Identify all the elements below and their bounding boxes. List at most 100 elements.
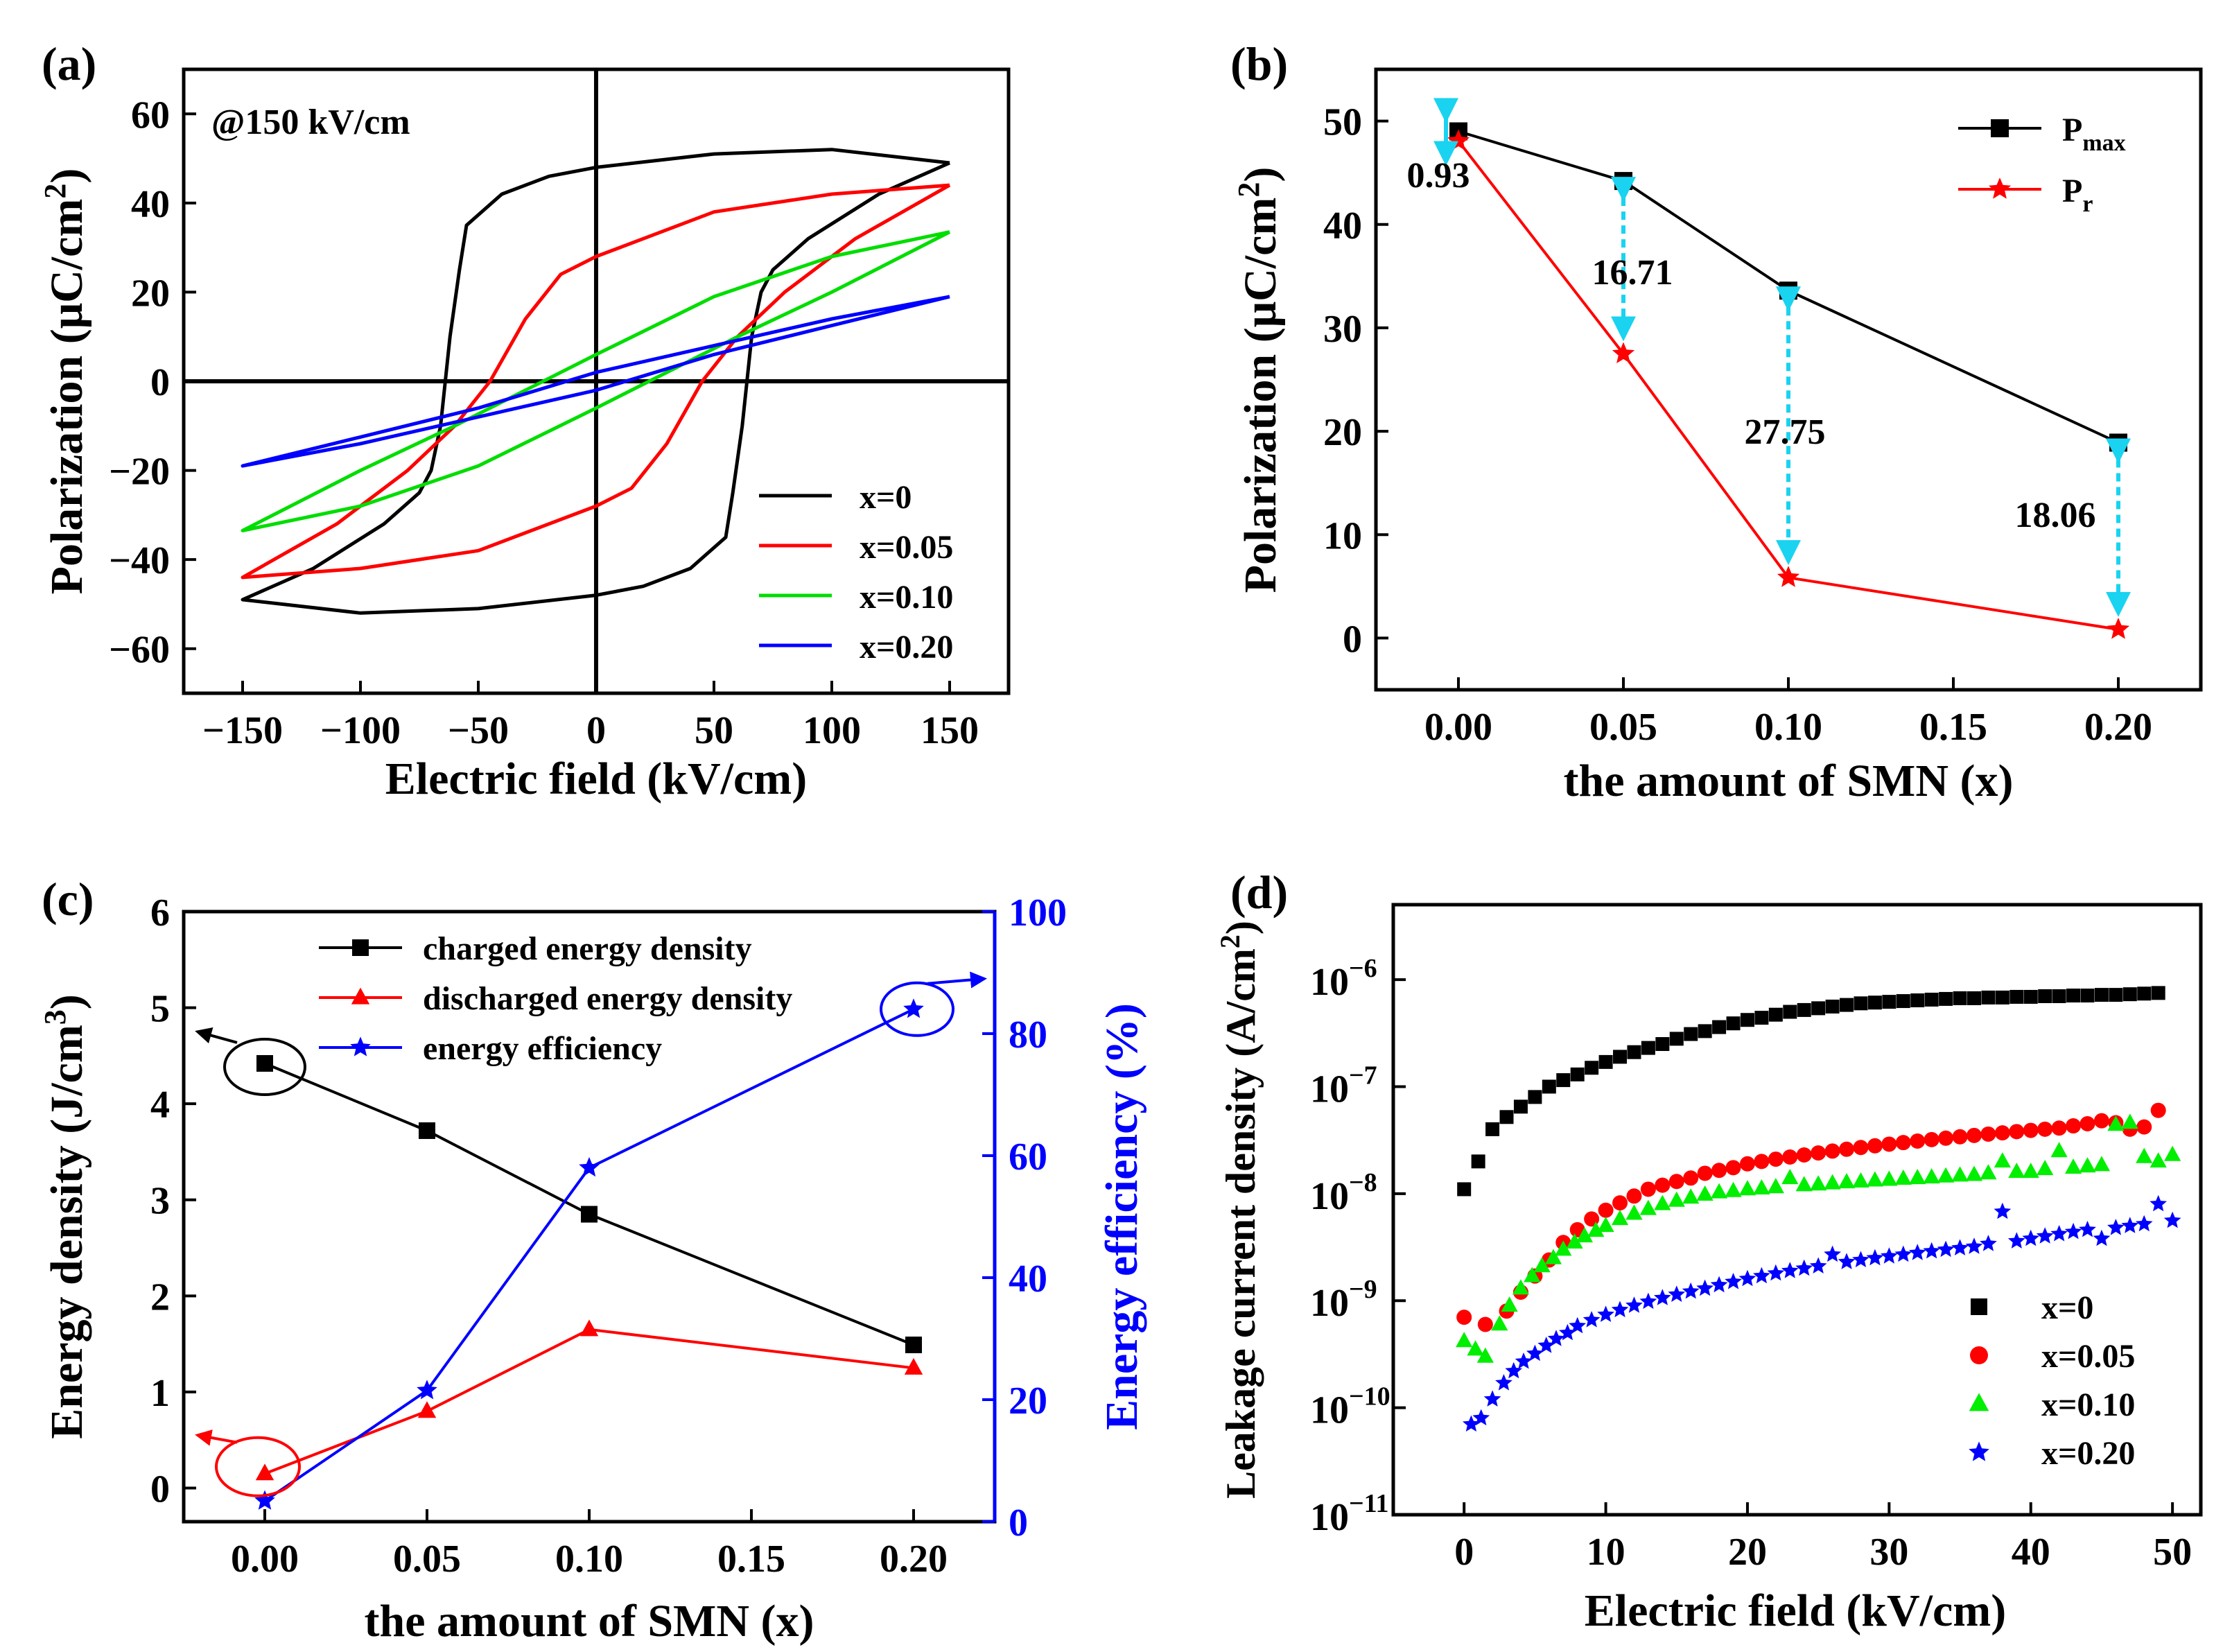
panel-d-point-x=0.10 (1639, 1199, 1657, 1215)
panel-d-point-x=0.10 (2107, 1115, 2125, 1131)
panel-d-point-x=0.05 (1697, 1165, 1713, 1181)
panel-d-point-x=0.05 (1711, 1163, 1727, 1179)
panel-b-line-Pr (1457, 140, 2119, 631)
panel-a-legend-label: x=0.10 (860, 579, 953, 616)
panel-a-y-tick-label: 40 (131, 183, 170, 226)
panel-d-point-x=0.05 (1952, 1129, 1968, 1145)
panel-d-point-x=0 (1924, 992, 1939, 1007)
panel-d-point-x=0 (1854, 996, 1868, 1011)
panel-c-legend: charged energy density discharged energy … (319, 930, 792, 1067)
panel-b-y-tick-label: 40 (1323, 205, 1362, 247)
panel-d-point-x=0 (1953, 991, 1967, 1005)
panel-a-y-tick-label: −20 (109, 451, 170, 494)
panel-d-point-x=0.20 (1583, 1311, 1601, 1328)
panel-a-label: (a) (42, 37, 96, 90)
panel-d-point-x=0.20 (1682, 1282, 1700, 1299)
panel-d-point-x=0.10 (1937, 1167, 1955, 1183)
panel-d-point-x=0.10 (1544, 1249, 1562, 1264)
panel-d-y-tick-label: 10−11 (1310, 1489, 1389, 1539)
panel-d-point-x=0 (2009, 989, 2024, 1004)
panel-a-legend-label: x=0 (860, 479, 912, 516)
panel-d-legend-marker (1969, 1441, 1989, 1461)
panel-c-y-tick-label: 4 (150, 1084, 170, 1127)
panel-c-x-tick-label: 0.00 (231, 1538, 299, 1581)
panel-d-point-x=0.10 (1576, 1227, 1594, 1243)
panel-d-point-x=0.10 (1501, 1296, 1518, 1312)
panel-d-point-x=0.20 (1881, 1247, 1898, 1264)
panel-d-point-x=0 (2151, 986, 2165, 1000)
panel-d-point-x=0.05 (1739, 1156, 1755, 1172)
panel-d-label: (d) (1230, 866, 1288, 919)
panel-c-line (264, 1328, 914, 1475)
panel-d-point-x=0 (2109, 988, 2123, 1002)
panel-d-legend-label: x=0 (2041, 1289, 2093, 1326)
panel-d-point-x=0.05 (1811, 1145, 1826, 1161)
panel-c-y-tick-label: 5 (150, 988, 170, 1031)
panel-d-point-x=0.05 (1668, 1174, 1684, 1190)
panel-d-point-x=0.20 (1625, 1296, 1643, 1313)
panel-d-point-x=0.20 (1537, 1337, 1555, 1353)
panel-d-point-x=0 (2066, 989, 2081, 1003)
panel-b-ylabel-main: Polarization (μC/cm (1235, 198, 1286, 593)
panel-d-point-x=0.05 (1754, 1154, 1770, 1170)
panel-d-point-x=0.20 (1852, 1251, 1869, 1267)
panel-d-point-x=0 (1513, 1099, 1528, 1114)
panel-d-x-tick-label: 10 (1587, 1531, 1625, 1574)
panel-d-y-tick-exp: −6 (1349, 954, 1377, 983)
panel-d-point-x=0.05 (1626, 1188, 1642, 1204)
panel-b-legend-marker (1991, 119, 2009, 137)
panel-d-point-x=0 (1471, 1154, 1485, 1169)
panel-d-point-x=0.05 (1725, 1160, 1741, 1176)
panel-d-point-x=0 (1867, 995, 1882, 1010)
panel-d-point-x=0.20 (1781, 1262, 1799, 1278)
panel-b-y-tick-label: 30 (1323, 308, 1362, 351)
panel-d-point-x=0 (2122, 987, 2137, 1002)
panel-d-point-x=0.20 (1951, 1239, 1969, 1255)
panel-d-point-x=0.05 (1598, 1202, 1614, 1218)
panel-d-point-x=0.05 (2037, 1121, 2053, 1137)
panel-c-point (419, 1122, 435, 1139)
panel-c-xlabel: the amount of SMN (x) (365, 1596, 814, 1646)
panel-c-callout-arrow-red (195, 1429, 238, 1446)
panel-c-callout-arrow-right (927, 971, 987, 989)
panel-d-point-x=0.10 (2136, 1147, 2153, 1163)
panel-d-point-x=0.10 (1881, 1170, 1898, 1186)
panel-d-point-x=0 (1939, 991, 1953, 1006)
panel-d-point-x=0.20 (2121, 1217, 2139, 1233)
panel-b-legend-label: Pr (2062, 173, 2093, 217)
panel-d-point-x=0.05 (1938, 1130, 1954, 1146)
panel-d-x-tick-label: 40 (2012, 1531, 2050, 1574)
panel-d-point-x=0.05 (1895, 1135, 1911, 1151)
panel-d-point-x=0.10 (1838, 1173, 1856, 1189)
panel-d-point-x=0.20 (1923, 1242, 1940, 1259)
panel-d-point-x=0.20 (1767, 1264, 1785, 1281)
panel-d-point-x=0.20 (1654, 1289, 1671, 1305)
panel-b-point-Pr (2107, 618, 2130, 639)
panel-d-y-tick-exp: −10 (1349, 1382, 1390, 1411)
panel-d-point-x=0.05 (1477, 1316, 1493, 1332)
panel-d-point-x=0.05 (1966, 1127, 1982, 1143)
panel-d-point-x=0 (2094, 988, 2109, 1002)
panel-d-point-x=0.10 (1852, 1172, 1869, 1188)
panel-a-x-tick-label: −100 (320, 709, 401, 752)
panel-b-diff-label: 18.06 (2015, 496, 2096, 535)
panel-d-frame (1391, 903, 2203, 1517)
panel-a-legend-label: x=0.05 (860, 529, 953, 566)
panel-b-ylabel-tail: ) (1235, 167, 1286, 182)
panel-d-point-x=0 (2052, 989, 2066, 1003)
panel-d-point-x=0.05 (1980, 1126, 1996, 1142)
panel-b-label: (b) (1230, 37, 1288, 90)
panel-d-legend-marker (1970, 1346, 1988, 1364)
panel-a-annotation: @150 kV/cm (211, 103, 410, 142)
panel-d-point-x=0.05 (2093, 1113, 2109, 1129)
panel-a-x-tick-label: −50 (448, 709, 509, 752)
panel-d-point-x=0 (1882, 995, 1897, 1009)
panel-d-point-x=0.10 (1767, 1178, 1784, 1194)
panel-d-point-x=0.05 (2009, 1124, 2025, 1140)
panel-d-point-x=0.20 (2093, 1229, 2111, 1246)
panel-d-point-x=0 (1598, 1054, 1613, 1069)
panel-d-point-x=0.10 (2022, 1163, 2039, 1179)
panel-d-point-x=0.10 (1909, 1169, 1926, 1185)
